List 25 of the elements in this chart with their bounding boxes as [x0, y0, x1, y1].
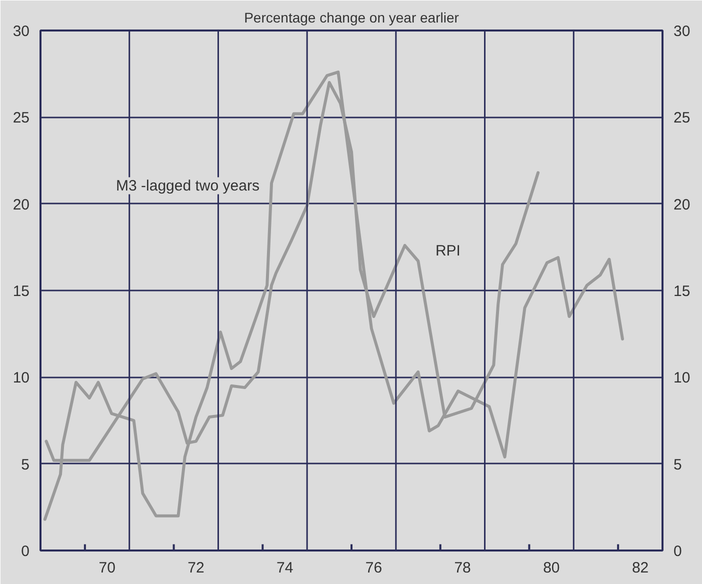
- y-tick-label: 5: [21, 456, 30, 474]
- y2-tick-label: 20: [674, 196, 690, 214]
- chart-title: Percentage change on year earlier: [244, 10, 460, 26]
- x-tick-label: 76: [365, 560, 382, 576]
- y-tick-label: 0: [21, 543, 30, 560]
- x-tick-label: 72: [188, 560, 204, 576]
- y-tick-label: 30: [12, 23, 30, 40]
- y-tick-label: 20: [12, 196, 30, 214]
- y2-tick-label: 15: [674, 283, 690, 300]
- y2-tick-label: 10: [674, 370, 690, 387]
- x-tick-label: 80: [543, 560, 560, 576]
- y2-tick-label: 25: [674, 110, 690, 127]
- y2-tick-label: 0: [674, 543, 682, 560]
- y2-tick-label: 5: [674, 456, 682, 474]
- x-tick-label: 74: [276, 560, 294, 576]
- x-tick-label: 82: [632, 560, 649, 576]
- y-tick-label: 25: [12, 110, 30, 127]
- line-series: [43, 70, 624, 521]
- x-tick-label: 78: [454, 560, 471, 576]
- y2-tick-label: 30: [674, 23, 690, 40]
- series-label: RPI: [435, 242, 460, 260]
- y-tick-label: 15: [12, 283, 30, 300]
- series-label: M3 -lagged two years: [116, 177, 260, 194]
- y-tick-label: 10: [12, 370, 30, 387]
- x-tick-label: 70: [98, 560, 116, 576]
